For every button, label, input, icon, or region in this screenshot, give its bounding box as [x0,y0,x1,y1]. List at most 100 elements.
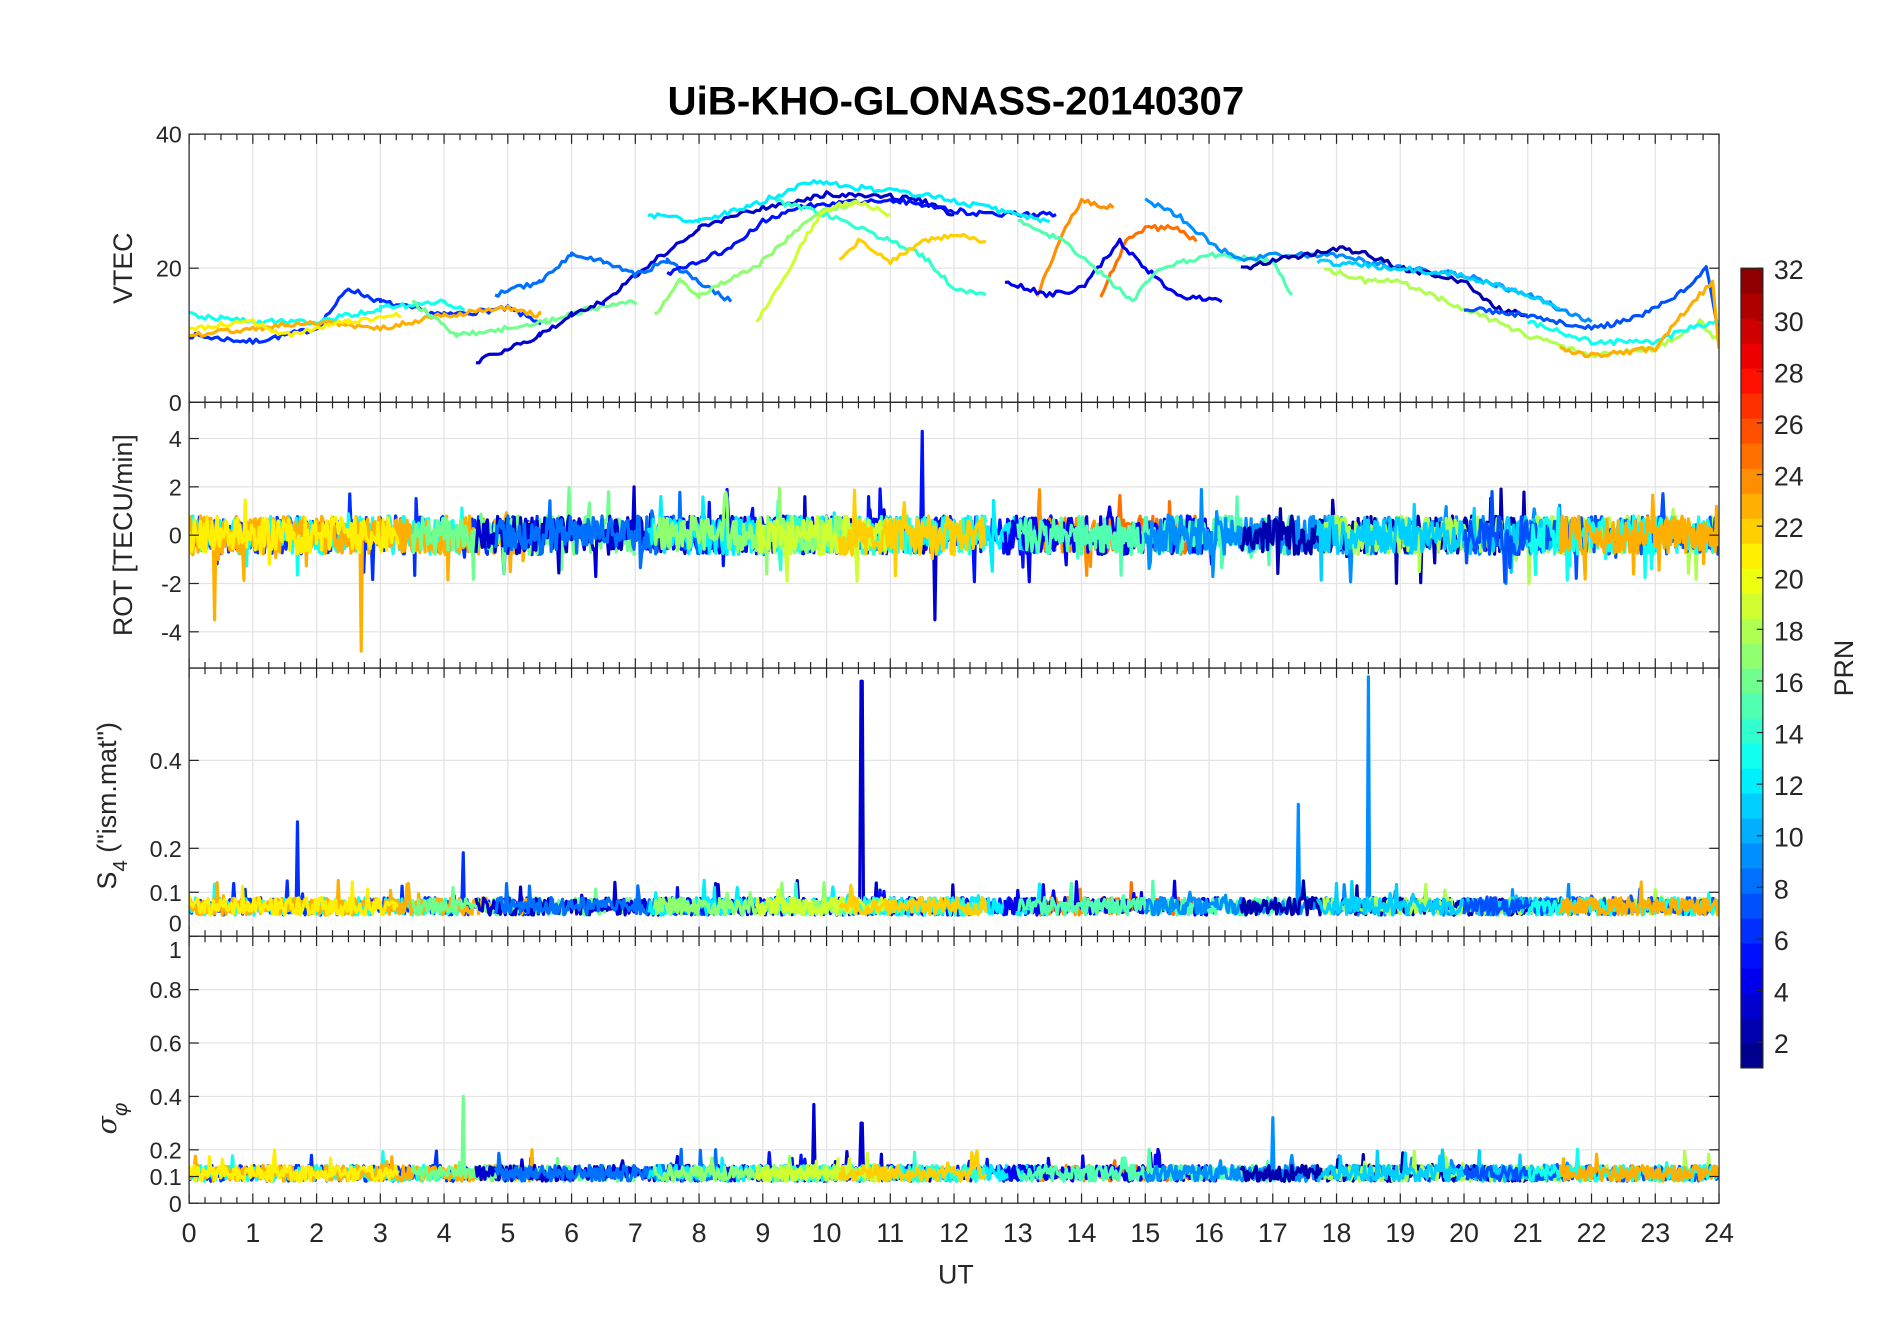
series-line-prn-3 [475,190,955,365]
colorbar-swatch [1740,668,1763,694]
series-line-prn-23 [1558,1152,1720,1183]
colorbar-swatch [1740,643,1763,669]
y-axis-label: S4 ("ism.mat") [92,722,132,890]
series-line-prn-4 [1004,237,1223,304]
series-group [189,675,1720,917]
series-line-prn-13 [1526,319,1720,347]
y-tick-label: 0 [169,390,182,416]
series-line-prn-11 [1316,1148,1562,1183]
series-line-prn-21 [189,498,400,566]
colorbar-swatch [1740,568,1763,594]
colorbar-tick-label: 12 [1774,771,1804,801]
y-tick-label: 1 [169,937,182,963]
colorbar-frame [1740,267,1764,1069]
y-axis-label-rest: ("ism.mat") [92,722,122,860]
panel-rot: -4 -2 0 2 4 ROT [TECU/min] [108,401,1720,669]
series-line-prn-24 [1035,197,1115,298]
x-tick-label: 21 [1513,1218,1543,1248]
colorbar-tick-label: 16 [1774,668,1804,698]
x-tick-labels: 0 1 2 3 4 5 6 7 8 9 10 11 12 13 14 15 16 17 18 19 20 21 22 23 24 [182,1218,1734,1248]
series-line-prn-23 [189,304,542,338]
series-line-prn-2 [1240,245,1528,318]
colorbar-swatch [1740,318,1763,344]
colorbar-swatch [1740,768,1763,794]
colorbar-swatch [1740,917,1763,944]
colorbar-tick-label: 24 [1774,462,1804,492]
series-line-prn-16 [411,299,637,339]
series-line-prn-23 [189,878,542,917]
colorbar-tick-label: 22 [1774,513,1804,543]
colorbar-tick-label: 2 [1774,1029,1789,1059]
colorbar-tick-label: 14 [1774,720,1804,750]
series-line-prn-14 [774,197,987,297]
y-axis-label: σφ [92,1103,132,1135]
x-tick-label: 13 [1003,1218,1033,1248]
colorbar-swatch [1740,418,1763,444]
x-tick-label: 17 [1258,1218,1288,1248]
x-tick-label: 24 [1704,1218,1734,1248]
colorbar-tick-label: 32 [1774,255,1804,285]
series-line-prn-22 [837,488,987,578]
y-tick-label: 0 [169,910,182,936]
series-line-prn-12 [647,178,1050,224]
panel-vtec: 0 20 40 VTEC [108,122,1720,416]
colorbar-swatch [1740,518,1763,544]
x-tick-label: 22 [1577,1218,1607,1248]
colorbar-swatch [1740,942,1763,969]
y-tick-label: -2 [161,571,182,597]
x-tick-label: 4 [437,1218,452,1248]
series-line-prn-22 [838,232,987,266]
x-tick-label: 23 [1640,1218,1670,1248]
series-group [189,429,1720,653]
series-line-prn-23 [1558,279,1720,359]
colorbar-swatch [1740,1017,1763,1044]
series-line-prn-17 [654,199,859,315]
colorbar-swatch [1740,718,1763,744]
x-tick-label: 14 [1067,1218,1097,1248]
colorbar-swatch [1740,693,1763,719]
chart-title: UiB-KHO-GLONASS-20140307 [668,79,1245,124]
y-tick-label: 0.1 [150,1164,182,1190]
x-tick-label: 15 [1130,1218,1160,1248]
series-line-prn-19 [755,200,891,323]
series-line-prn-8 [494,251,733,303]
series-line-prn-6 [189,287,542,345]
y-tick-label: 4 [169,426,182,452]
series-line-prn-21 [189,1148,400,1183]
colorbar-swatch [1740,343,1763,369]
series-line-prn-17 [652,881,860,917]
y-axis-label: VTEC [108,232,138,303]
colorbar-swatch [1740,593,1763,619]
panel-sigma: 00.10.2 0.4 0.6 0.8 1 σφ [92,935,1720,1217]
colorbar-swatch [1740,992,1763,1019]
y-tick-label: 0.6 [150,1031,182,1057]
colorbar-tick-label: 26 [1774,410,1804,440]
colorbar-swatch [1740,967,1763,994]
y-tick-label: 0.4 [150,748,182,774]
colorbar-swatch [1740,443,1763,469]
y-tick-label: 0.2 [150,1137,182,1163]
series-line-prn-9 [1143,675,1594,917]
y-tick-label: 2 [169,474,182,500]
series-line-prn-22 [837,1149,988,1183]
y-tick-label: 0.4 [150,1084,182,1110]
series-line-prn-11 [1316,258,1560,310]
series-line-prn-23 [1558,493,1720,581]
x-tick-label: 6 [564,1218,579,1248]
panel-s4: 0 0.1 0.2 0.4 S4 ("ism.mat") [92,667,1720,937]
x-tick-label: 18 [1322,1218,1352,1248]
series-line-prn-3 [474,679,956,917]
colorbar-swatch [1740,892,1763,919]
x-tick-label: 11 [876,1218,904,1248]
colorbar-tick-label: 30 [1774,307,1804,337]
x-tick-label: 7 [628,1218,643,1248]
series-group [189,1094,1720,1183]
colorbar-tick-label: 4 [1774,977,1789,1007]
colorbar-swatch [1740,293,1763,319]
colorbar-label: PRN [1829,640,1859,697]
x-tick-label: 16 [1194,1218,1224,1248]
series-line-prn-22 [838,883,988,917]
